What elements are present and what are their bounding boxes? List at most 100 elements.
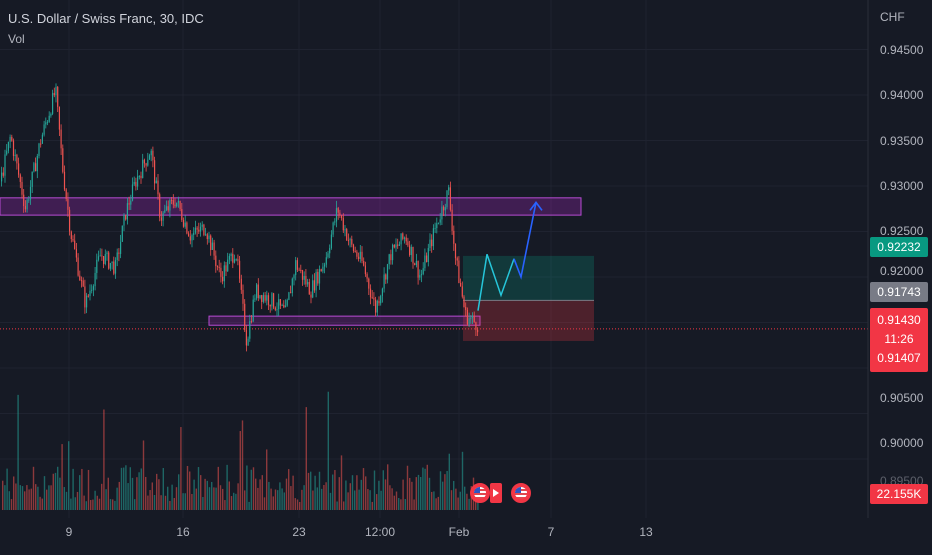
candle-body xyxy=(196,227,198,230)
candle-body xyxy=(82,280,84,287)
candle-body xyxy=(12,140,15,156)
volume-bar xyxy=(270,488,272,510)
us-flag-event-icon[interactable] xyxy=(470,483,490,503)
candle-body xyxy=(330,234,332,249)
candle-body xyxy=(130,200,132,205)
candle-body xyxy=(320,269,322,272)
volume-bar xyxy=(263,497,266,510)
candle-body xyxy=(21,181,23,195)
volume-bar xyxy=(409,477,411,510)
candle-body xyxy=(28,199,30,201)
volume-bar xyxy=(13,476,15,510)
candle-body xyxy=(9,136,11,142)
price-label-0.925: 0.92500 xyxy=(880,224,924,238)
volume-bar xyxy=(180,427,182,510)
volume-bar xyxy=(186,465,189,510)
candle-body xyxy=(75,249,77,258)
volume-bar xyxy=(345,480,347,510)
candle-body xyxy=(18,163,20,175)
candle-body xyxy=(72,238,74,241)
candle-body xyxy=(242,289,244,304)
volume-bar xyxy=(316,487,318,510)
candle-body xyxy=(307,281,309,285)
candle-body xyxy=(453,230,455,244)
volume-bar xyxy=(120,467,123,510)
candle-body xyxy=(381,288,383,296)
volume-bar xyxy=(59,477,61,510)
volume-bar xyxy=(299,501,301,510)
candle-body xyxy=(310,294,312,298)
volume-bar xyxy=(433,491,435,510)
symbol-title[interactable]: U.S. Dollar / Swiss Franc, 30, IDC xyxy=(8,11,204,26)
price-label-0.940: 0.94000 xyxy=(880,88,924,102)
candle-body xyxy=(7,141,9,151)
candle-body xyxy=(274,307,276,310)
volume-bar xyxy=(92,499,94,510)
symbol-header[interactable]: U.S. Dollar / Swiss Franc, 30, IDC Vol xyxy=(8,10,204,48)
candle-body xyxy=(133,181,135,185)
candle-body xyxy=(463,296,465,307)
volume-bar xyxy=(442,481,444,510)
candle-body xyxy=(24,206,26,210)
candle-body xyxy=(220,267,222,277)
candle-body xyxy=(70,231,72,239)
volume-bar xyxy=(259,479,261,510)
candle-body xyxy=(308,281,310,295)
candle-body xyxy=(137,176,139,187)
volume-bar xyxy=(250,469,252,510)
candle-body xyxy=(80,280,83,282)
volume-indicator-label[interactable]: Vol xyxy=(8,32,25,46)
candle-body xyxy=(295,260,297,276)
candle-body xyxy=(426,255,428,263)
candle-body xyxy=(341,215,343,219)
candle-body xyxy=(281,305,283,307)
candle-body xyxy=(247,338,249,346)
volume-bar xyxy=(334,470,336,510)
candle-body xyxy=(215,255,217,267)
volume-bar xyxy=(175,487,178,510)
candle-body xyxy=(296,260,298,270)
candle-body xyxy=(46,121,49,123)
volume-bar xyxy=(2,480,4,510)
volume-bar xyxy=(428,477,431,510)
candle-body xyxy=(290,292,292,294)
candle-body xyxy=(312,280,314,298)
volume-bar xyxy=(107,477,109,510)
candle-body xyxy=(84,286,86,308)
volume-bar xyxy=(384,479,387,510)
volume-bar xyxy=(15,483,17,510)
candle-body xyxy=(63,171,66,190)
play-event-icon[interactable] xyxy=(490,483,502,503)
candle-body xyxy=(298,269,300,271)
volume-bar xyxy=(46,489,48,510)
volume-bar xyxy=(296,499,299,510)
volume-bar xyxy=(371,501,373,510)
candle-body xyxy=(369,288,372,298)
candle-body xyxy=(145,163,147,166)
stop-price-value: 0.91407 xyxy=(877,351,921,365)
candle-body xyxy=(14,154,16,156)
candle-body xyxy=(392,244,394,261)
candle-body xyxy=(36,156,38,172)
us-flag-event-icon[interactable] xyxy=(511,483,531,503)
volume-bar xyxy=(252,467,255,510)
candle-body xyxy=(439,219,441,223)
candle-body xyxy=(2,172,4,176)
time-label-23: 23 xyxy=(292,525,306,539)
volume-bar xyxy=(204,478,206,510)
volume-bar xyxy=(464,486,466,510)
candle-body xyxy=(456,258,458,261)
candle-body xyxy=(361,251,363,261)
candle-body xyxy=(94,272,96,287)
candle-body xyxy=(53,92,55,96)
candle-body xyxy=(388,254,390,265)
candle-body xyxy=(19,174,21,182)
volume-bar xyxy=(347,492,349,510)
last-price-value: 0.91430 xyxy=(877,313,921,327)
volume-bar xyxy=(43,476,46,510)
volume-bar xyxy=(288,469,290,510)
volume-bar xyxy=(413,499,415,510)
volume-bar xyxy=(340,455,343,510)
